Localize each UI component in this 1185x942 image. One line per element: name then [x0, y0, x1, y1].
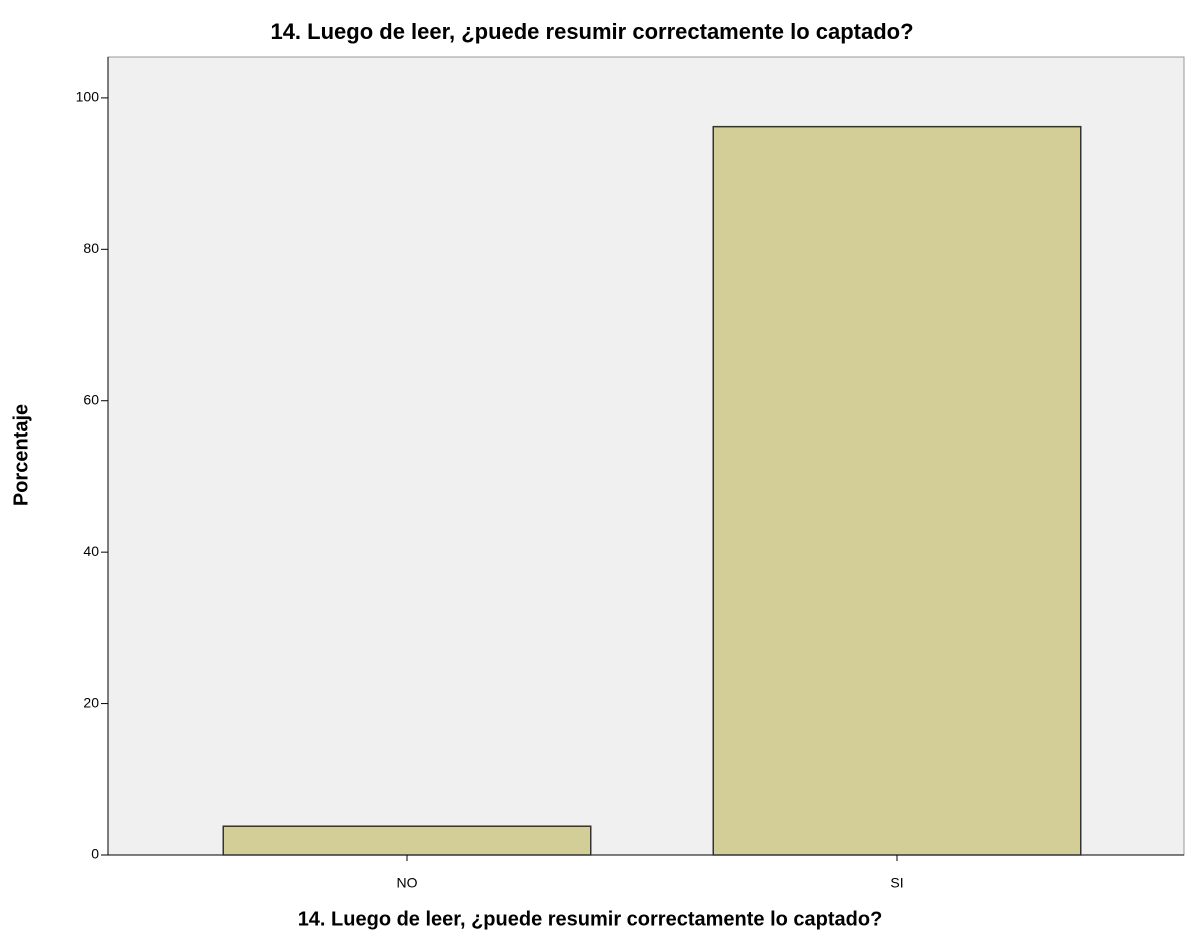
y-tick-label: 80 — [83, 240, 99, 256]
bar — [712, 125, 1082, 856]
y-axis-label: Porcentaje — [10, 404, 32, 506]
chart-title: 14. Luego de leer, ¿puede resumir correc… — [270, 19, 913, 44]
x-tick-label: SI — [890, 875, 903, 891]
y-tick-label: 100 — [76, 89, 100, 105]
bar — [222, 825, 592, 856]
x-axis-label: 14. Luego de leer, ¿puede resumir correc… — [298, 908, 883, 930]
y-tick-label: 20 — [83, 694, 99, 710]
y-tick-label: 0 — [91, 846, 99, 862]
y-tick-label: 40 — [83, 543, 99, 559]
x-tick-label: NO — [397, 875, 418, 891]
y-tick-label: 60 — [83, 391, 99, 407]
